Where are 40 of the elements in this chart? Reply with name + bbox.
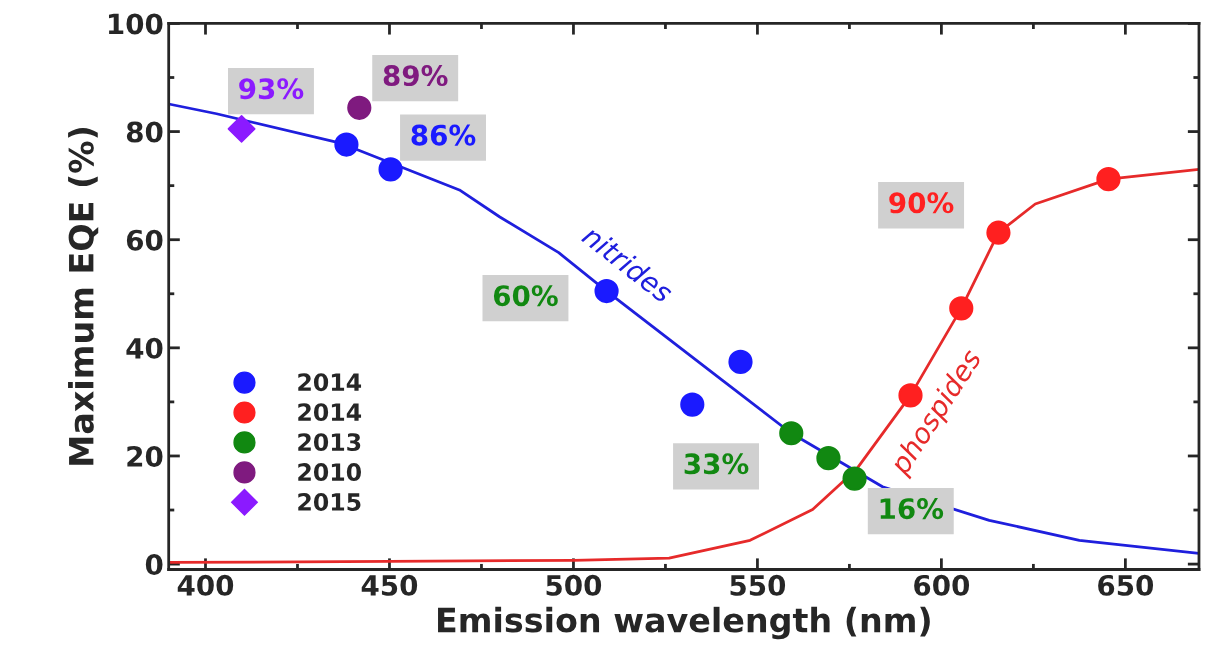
- point: [816, 446, 841, 471]
- point: [949, 296, 974, 321]
- y-tick-label: 0: [145, 554, 163, 576]
- point: [227, 114, 256, 143]
- y-tick-label: 40: [126, 337, 163, 359]
- point: [334, 132, 359, 157]
- legend-label: 2015: [298, 493, 361, 511]
- y-tick-label: 80: [126, 121, 163, 143]
- x-tick-label: 500: [546, 574, 602, 596]
- point: [1096, 167, 1121, 192]
- x-axis-title: Emission wavelength (nm): [438, 606, 930, 640]
- y-tick-label: 100: [108, 13, 163, 35]
- point: [986, 220, 1011, 245]
- legend-label: 2014: [298, 403, 362, 422]
- annotation: 86%: [411, 124, 476, 146]
- y-tick-label: 60: [126, 229, 163, 251]
- y-axis-title: Maximum EQE (%): [68, 127, 99, 465]
- x-tick-label: 650: [1098, 574, 1154, 596]
- point: [842, 466, 867, 491]
- y-tick-label: 20: [127, 445, 163, 467]
- point: [680, 392, 705, 417]
- x-tick-label: 400: [177, 574, 234, 596]
- point: [378, 157, 403, 182]
- annotation: 16%: [880, 498, 944, 520]
- point: [347, 95, 372, 120]
- x-tick-label: 550: [730, 574, 786, 596]
- annotation: 93%: [239, 78, 304, 100]
- x-tick-label: 600: [914, 574, 970, 596]
- x-tick-label: 450: [361, 574, 418, 596]
- annotation: 90%: [889, 192, 954, 214]
- legend-label: 2013: [298, 433, 361, 452]
- point: [779, 421, 804, 446]
- annotation: 60%: [493, 285, 558, 307]
- line-series: [168, 168, 1199, 564]
- annotation: 33%: [684, 453, 749, 475]
- legend-label: 2014: [298, 373, 362, 392]
- annotation: 89%: [383, 65, 448, 87]
- line-series: [168, 102, 1199, 555]
- legend-label: 2010: [298, 463, 361, 481]
- point: [728, 349, 753, 374]
